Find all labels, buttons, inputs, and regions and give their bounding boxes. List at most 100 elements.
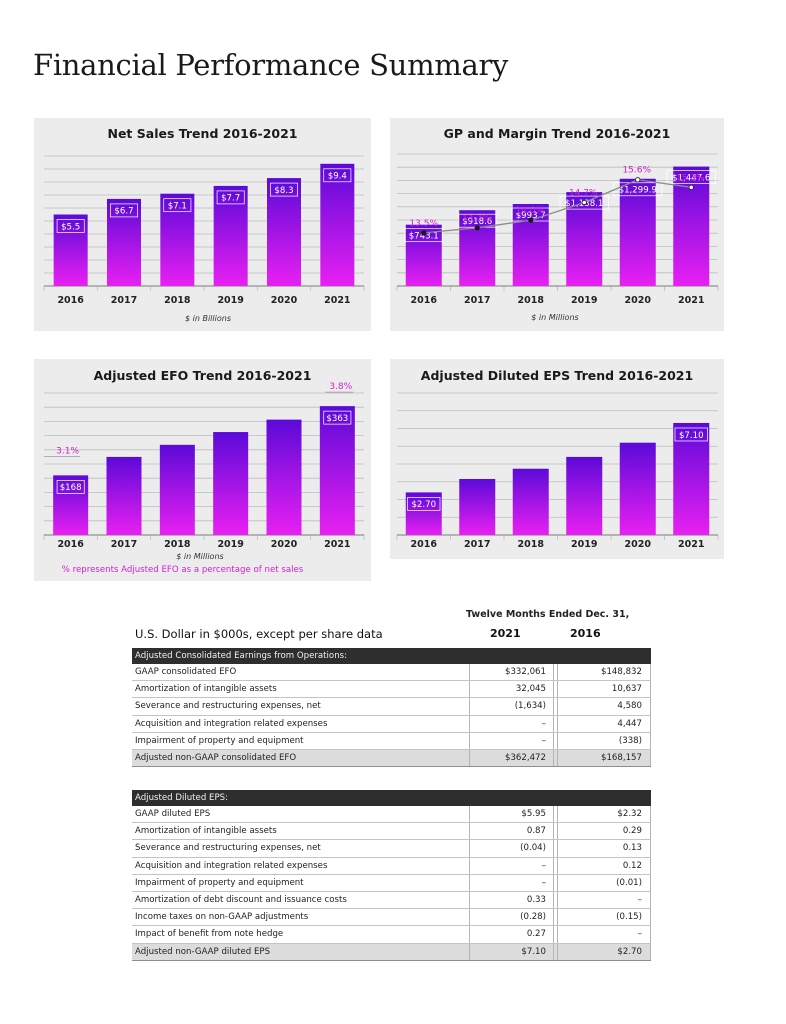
chart-footnote: % represents Adjusted EFO as a percentag… — [62, 565, 304, 575]
row-label: GAAP consolidated EFO — [132, 663, 466, 682]
cell-gap — [466, 925, 470, 944]
row-label: Acquisition and integration related expe… — [132, 857, 466, 875]
data-label-box — [323, 410, 352, 425]
data-label: $8.3 — [274, 186, 293, 196]
data-label: $363 — [326, 414, 348, 424]
data-label-box — [163, 198, 192, 213]
percent-label: 3.8% — [329, 382, 352, 392]
x-tick-label: 2019 — [571, 295, 597, 306]
cell-gap — [553, 732, 558, 750]
bar — [405, 492, 442, 535]
row-label: Adjusted non-GAAP diluted EPS — [132, 943, 466, 961]
efo-table-wrap: Adjusted Consolidated Earnings from Oper… — [132, 648, 651, 768]
bar — [159, 444, 195, 535]
value-2021: $7.10 — [469, 943, 554, 961]
data-label: $2.70 — [411, 500, 436, 510]
adjusted-eps-chart: Adjusted Diluted EPS Trend 2016-2021 $2.7… — [396, 368, 719, 550]
value-2021: 0.27 — [469, 925, 554, 944]
table-row: Acquisition and integration related expe… — [132, 715, 651, 733]
data-label-box — [613, 182, 663, 197]
cell-gap — [466, 891, 470, 910]
total-row: Adjusted non-GAAP consolidated EFO $362,4… — [132, 749, 651, 768]
bar — [673, 422, 710, 535]
x-tick-label: 2018 — [518, 295, 545, 306]
table-row: Impact of benefit from note hedge 0.27– — [132, 925, 651, 944]
data-label: $1,447.6 — [672, 173, 710, 183]
bar — [459, 478, 496, 535]
cell-gap — [553, 891, 558, 910]
column-header-2021: 2021 — [490, 627, 521, 640]
adjusted-eps-chart-panel: Adjusted Diluted EPS Trend 2016-2021 $2.7… — [390, 359, 724, 559]
value-2021: – — [469, 874, 554, 892]
row-label: Amortization of intangible assets — [132, 680, 466, 699]
gp-margin-chart-panel: GP and Margin Trend 2016-2021 $743.1 2016 $… — [390, 118, 724, 331]
cell-gap — [553, 908, 558, 927]
table-row: GAAP diluted EPS $5.95 $2.32 — [132, 805, 651, 824]
x-tick-label: 2020 — [625, 295, 652, 306]
value-2021: – — [469, 715, 554, 733]
chart-title: Adjusted Diluted EPS Trend 2016-2021 — [421, 368, 693, 383]
margin-line — [423, 179, 692, 234]
value-2021: $332,061 — [469, 663, 554, 682]
value-2016: – — [557, 925, 651, 944]
value-2016: $2.70 — [557, 943, 651, 961]
section-title: Adjusted Diluted EPS: — [132, 790, 651, 806]
data-label-box — [323, 168, 352, 183]
data-label: $918.6 — [462, 217, 492, 227]
value-2016: 0.13 — [557, 839, 651, 858]
margin-label: 15.6% — [622, 166, 651, 176]
margin-label: 13.7% — [462, 214, 491, 224]
value-2016: 4,447 — [557, 715, 651, 733]
bar — [512, 468, 549, 535]
value-2021: 0.33 — [469, 891, 554, 910]
bar — [266, 419, 302, 535]
x-tick-label: 2021 — [324, 539, 350, 550]
x-tick-label: 2021 — [678, 295, 704, 306]
value-2021: – — [469, 732, 554, 750]
value-2016: (338) — [557, 732, 651, 750]
x-tick-label: 2017 — [111, 295, 137, 306]
data-label-box — [56, 219, 85, 233]
section-header-row: Adjusted Consolidated Earnings from Oper… — [132, 648, 651, 664]
cell-gap — [466, 749, 470, 768]
row-label: Adjusted non-GAAP consolidated EFO — [132, 749, 466, 768]
x-tick-label: 2016 — [411, 295, 438, 306]
row-label: Income taxes on non-GAAP adjustments — [132, 908, 466, 927]
data-label: $1,299.9 — [619, 186, 657, 196]
data-label-box — [216, 190, 245, 205]
table-row: GAAP consolidated EFO $332,061 $148,832 — [132, 663, 651, 682]
x-tick-label: 2020 — [271, 295, 298, 306]
row-label: Impairment of property and equipment — [132, 874, 466, 892]
bar — [566, 192, 603, 286]
data-label-box — [666, 170, 716, 184]
table-row: Severance and restructuring expenses, ne… — [132, 697, 651, 716]
bar — [320, 163, 355, 286]
table-row: Amortization of intangible assets 32,045 1… — [132, 680, 651, 699]
margin-label: 13.5% — [409, 219, 438, 229]
margin-point — [688, 184, 694, 190]
table-row: Severance and restructuring expenses, ne… — [132, 839, 651, 858]
data-label-box — [270, 182, 298, 197]
cell-gap — [466, 715, 470, 733]
row-label: Impairment of property and equipment — [132, 732, 466, 750]
cell-gap — [466, 839, 470, 858]
cell-gap — [466, 732, 470, 750]
eps-reconciliation-table: Adjusted Diluted EPS: GAAP diluted EPS $5.… — [132, 790, 651, 961]
total-row: Adjusted non-GAAP diluted EPS $7.10 $2.70 — [132, 943, 651, 961]
value-2016: (0.15) — [557, 908, 651, 927]
cell-gap — [553, 874, 558, 892]
data-label-box — [674, 427, 708, 442]
cell-gap — [553, 680, 558, 699]
bar — [213, 185, 248, 286]
bar — [53, 214, 88, 286]
bar — [160, 193, 195, 286]
cell-gap — [553, 715, 558, 733]
percent-label: 3.1% — [56, 446, 79, 456]
margin-label: 14.7% — [569, 189, 598, 199]
x-tick-label: 2016 — [57, 539, 84, 550]
table-row: Impairment of property and equipment – (33… — [132, 732, 651, 750]
page-title: Financial Performance Summary — [33, 48, 509, 82]
cell-gap — [553, 697, 558, 716]
value-2021: $362,472 — [469, 749, 554, 768]
data-label: $993.7 — [516, 211, 546, 221]
